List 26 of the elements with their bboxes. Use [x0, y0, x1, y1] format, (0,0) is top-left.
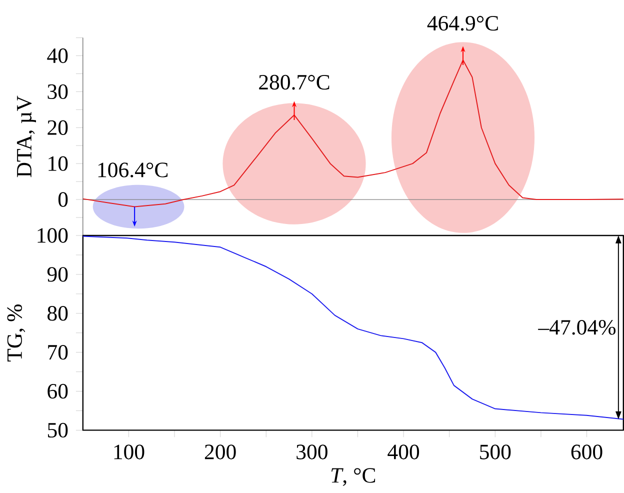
x-tick-label: 300: [296, 444, 328, 460]
line-series: [82, 236, 624, 420]
x-tick-label: 400: [388, 444, 420, 460]
y-tick-label: 70: [48, 344, 68, 360]
annotation: –47.04%: [538, 320, 616, 335]
y-tick-label: 90: [47, 266, 68, 282]
y-axis-title: TG, %: [7, 304, 26, 362]
x-tick-label: 500: [480, 444, 511, 460]
y-axis-title: DTA, µV: [16, 96, 36, 177]
annotation: 280.7°C: [259, 74, 330, 90]
annotation: 106.4°C: [98, 162, 168, 178]
line-series: [82, 59, 624, 208]
y-tick-label: 20: [48, 120, 68, 135]
y-tick-label: 50: [48, 422, 68, 438]
y-tick-label: 60: [48, 384, 68, 399]
x-tick-label: 100: [114, 444, 144, 460]
annotation: 464.9°C: [427, 16, 498, 31]
x-axis-title: T, °C: [331, 468, 376, 486]
y-tick-label: 80: [48, 306, 68, 321]
x-tick-label: 200: [204, 444, 236, 460]
y-tick-label: 10: [48, 156, 68, 171]
y-tick-label: 100: [38, 228, 68, 243]
y-tick-label: 0: [58, 192, 68, 207]
y-tick-label: 40: [47, 48, 68, 63]
y-tick-label: 30: [48, 84, 68, 99]
x-tick-label: 600: [571, 444, 602, 460]
